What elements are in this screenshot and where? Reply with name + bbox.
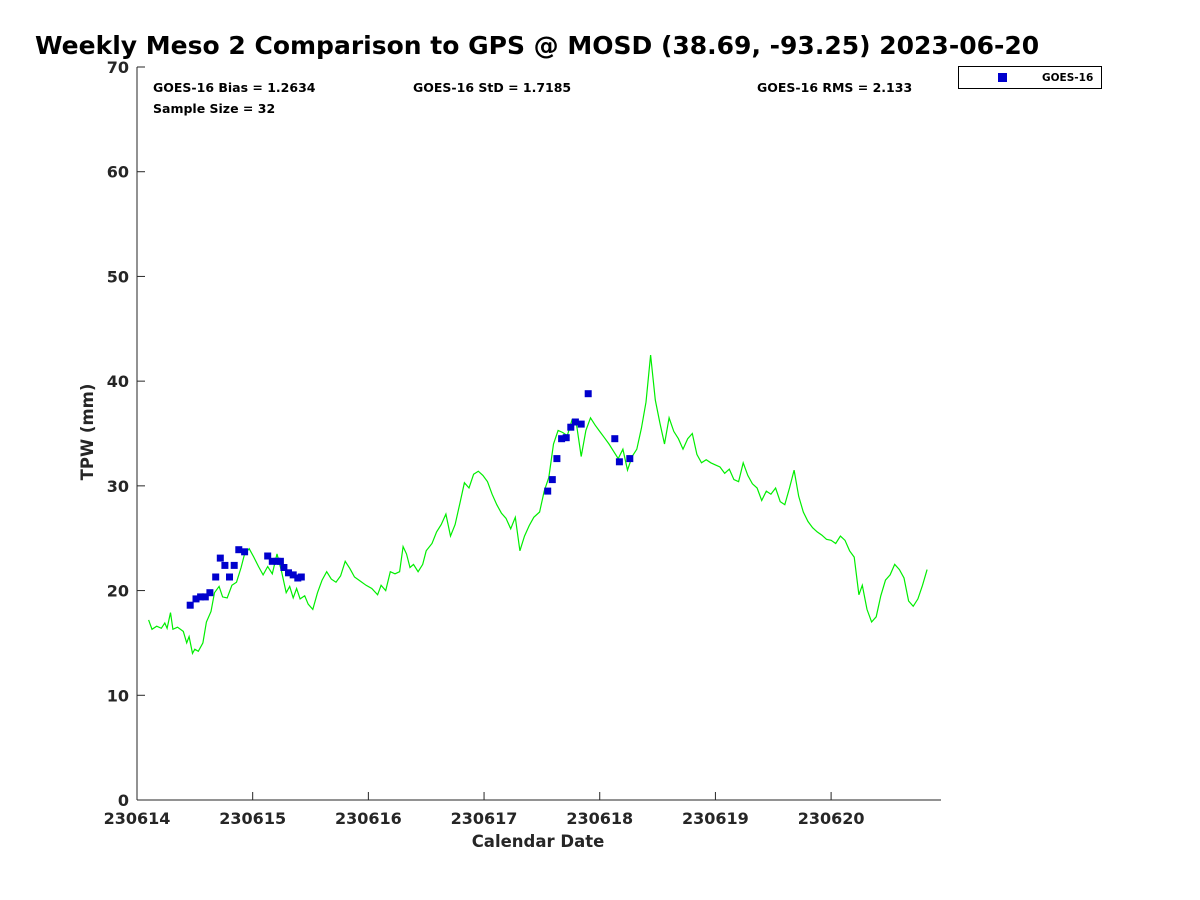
goes16-point — [206, 589, 214, 597]
gps-series-line — [148, 354, 928, 656]
goes16-point — [562, 434, 570, 442]
goes16-point — [230, 561, 238, 569]
legend-box — [958, 66, 1102, 89]
y-tick-label: 30 — [107, 477, 129, 496]
chart-title: Weekly Meso 2 Comparison to GPS @ MOSD (… — [35, 31, 1039, 60]
goes16-point — [548, 476, 556, 484]
goes16-point — [289, 571, 297, 579]
x-tick-label: 230619 — [682, 809, 749, 828]
y-tick-label: 40 — [107, 372, 129, 391]
goes16-point — [615, 458, 623, 466]
stats-annotations: GOES-16 Bias = 1.2634 GOES-16 StD = 1.71… — [153, 80, 912, 116]
goes16-point — [212, 573, 220, 581]
x-tick-label: 230618 — [566, 809, 633, 828]
y-tick-label: 10 — [107, 686, 129, 705]
goes16-point — [197, 593, 205, 601]
x-tick-label: 230616 — [335, 809, 402, 828]
goes16-point — [221, 561, 229, 569]
goes16-point — [577, 420, 585, 428]
goes16-point — [584, 390, 592, 398]
y-tick-label: 0 — [118, 791, 129, 810]
goes16-point — [553, 455, 561, 463]
goes16-point — [567, 423, 575, 431]
goes16-point — [544, 487, 552, 495]
y-tick-label: 50 — [107, 267, 129, 286]
goes16-point — [216, 554, 224, 562]
goes16-point — [611, 435, 619, 443]
goes16-point — [241, 548, 249, 556]
goes16-point — [280, 564, 288, 571]
y-axis-label: TPW (mm) — [78, 384, 97, 481]
stat-sample-size: Sample Size = 32 — [153, 101, 275, 116]
stat-rms: GOES-16 RMS = 2.133 — [757, 80, 912, 95]
goes16-point — [571, 418, 579, 426]
goes16-point — [192, 595, 200, 603]
y-tick-label: 70 — [107, 58, 129, 77]
stat-std: GOES-16 StD = 1.7185 — [413, 80, 571, 95]
legend: GOES-16 — [958, 66, 1102, 89]
x-tick-label: 230620 — [798, 809, 865, 828]
x-tick-label: 230615 — [219, 809, 286, 828]
legend-label-goes16: GOES-16 — [1042, 72, 1093, 84]
y-tick-label: 20 — [107, 582, 129, 601]
axes: 0 10 20 30 40 50 60 70 230614 230615 230616 230617 2… — [104, 58, 941, 828]
goes16-point — [558, 435, 566, 443]
x-tick-label: 230617 — [451, 809, 518, 828]
goes16-point — [297, 573, 305, 581]
goes16-point — [235, 546, 243, 554]
goes16-point — [264, 552, 272, 560]
goes16-point — [226, 573, 233, 581]
goes16-point — [268, 557, 276, 565]
goes16-point — [186, 601, 194, 609]
plot-area — [148, 354, 928, 656]
goes16-point — [626, 455, 634, 463]
x-axis-label: Calendar Date — [472, 832, 605, 851]
x-tick-label: 230614 — [104, 809, 171, 828]
goes16-point — [276, 557, 284, 565]
y-tick-label: 60 — [107, 163, 129, 182]
stat-bias: GOES-16 Bias = 1.2634 — [153, 80, 316, 95]
goes16-point — [201, 593, 209, 601]
goes16-point — [285, 569, 292, 577]
legend-marker-goes16 — [998, 73, 1007, 82]
